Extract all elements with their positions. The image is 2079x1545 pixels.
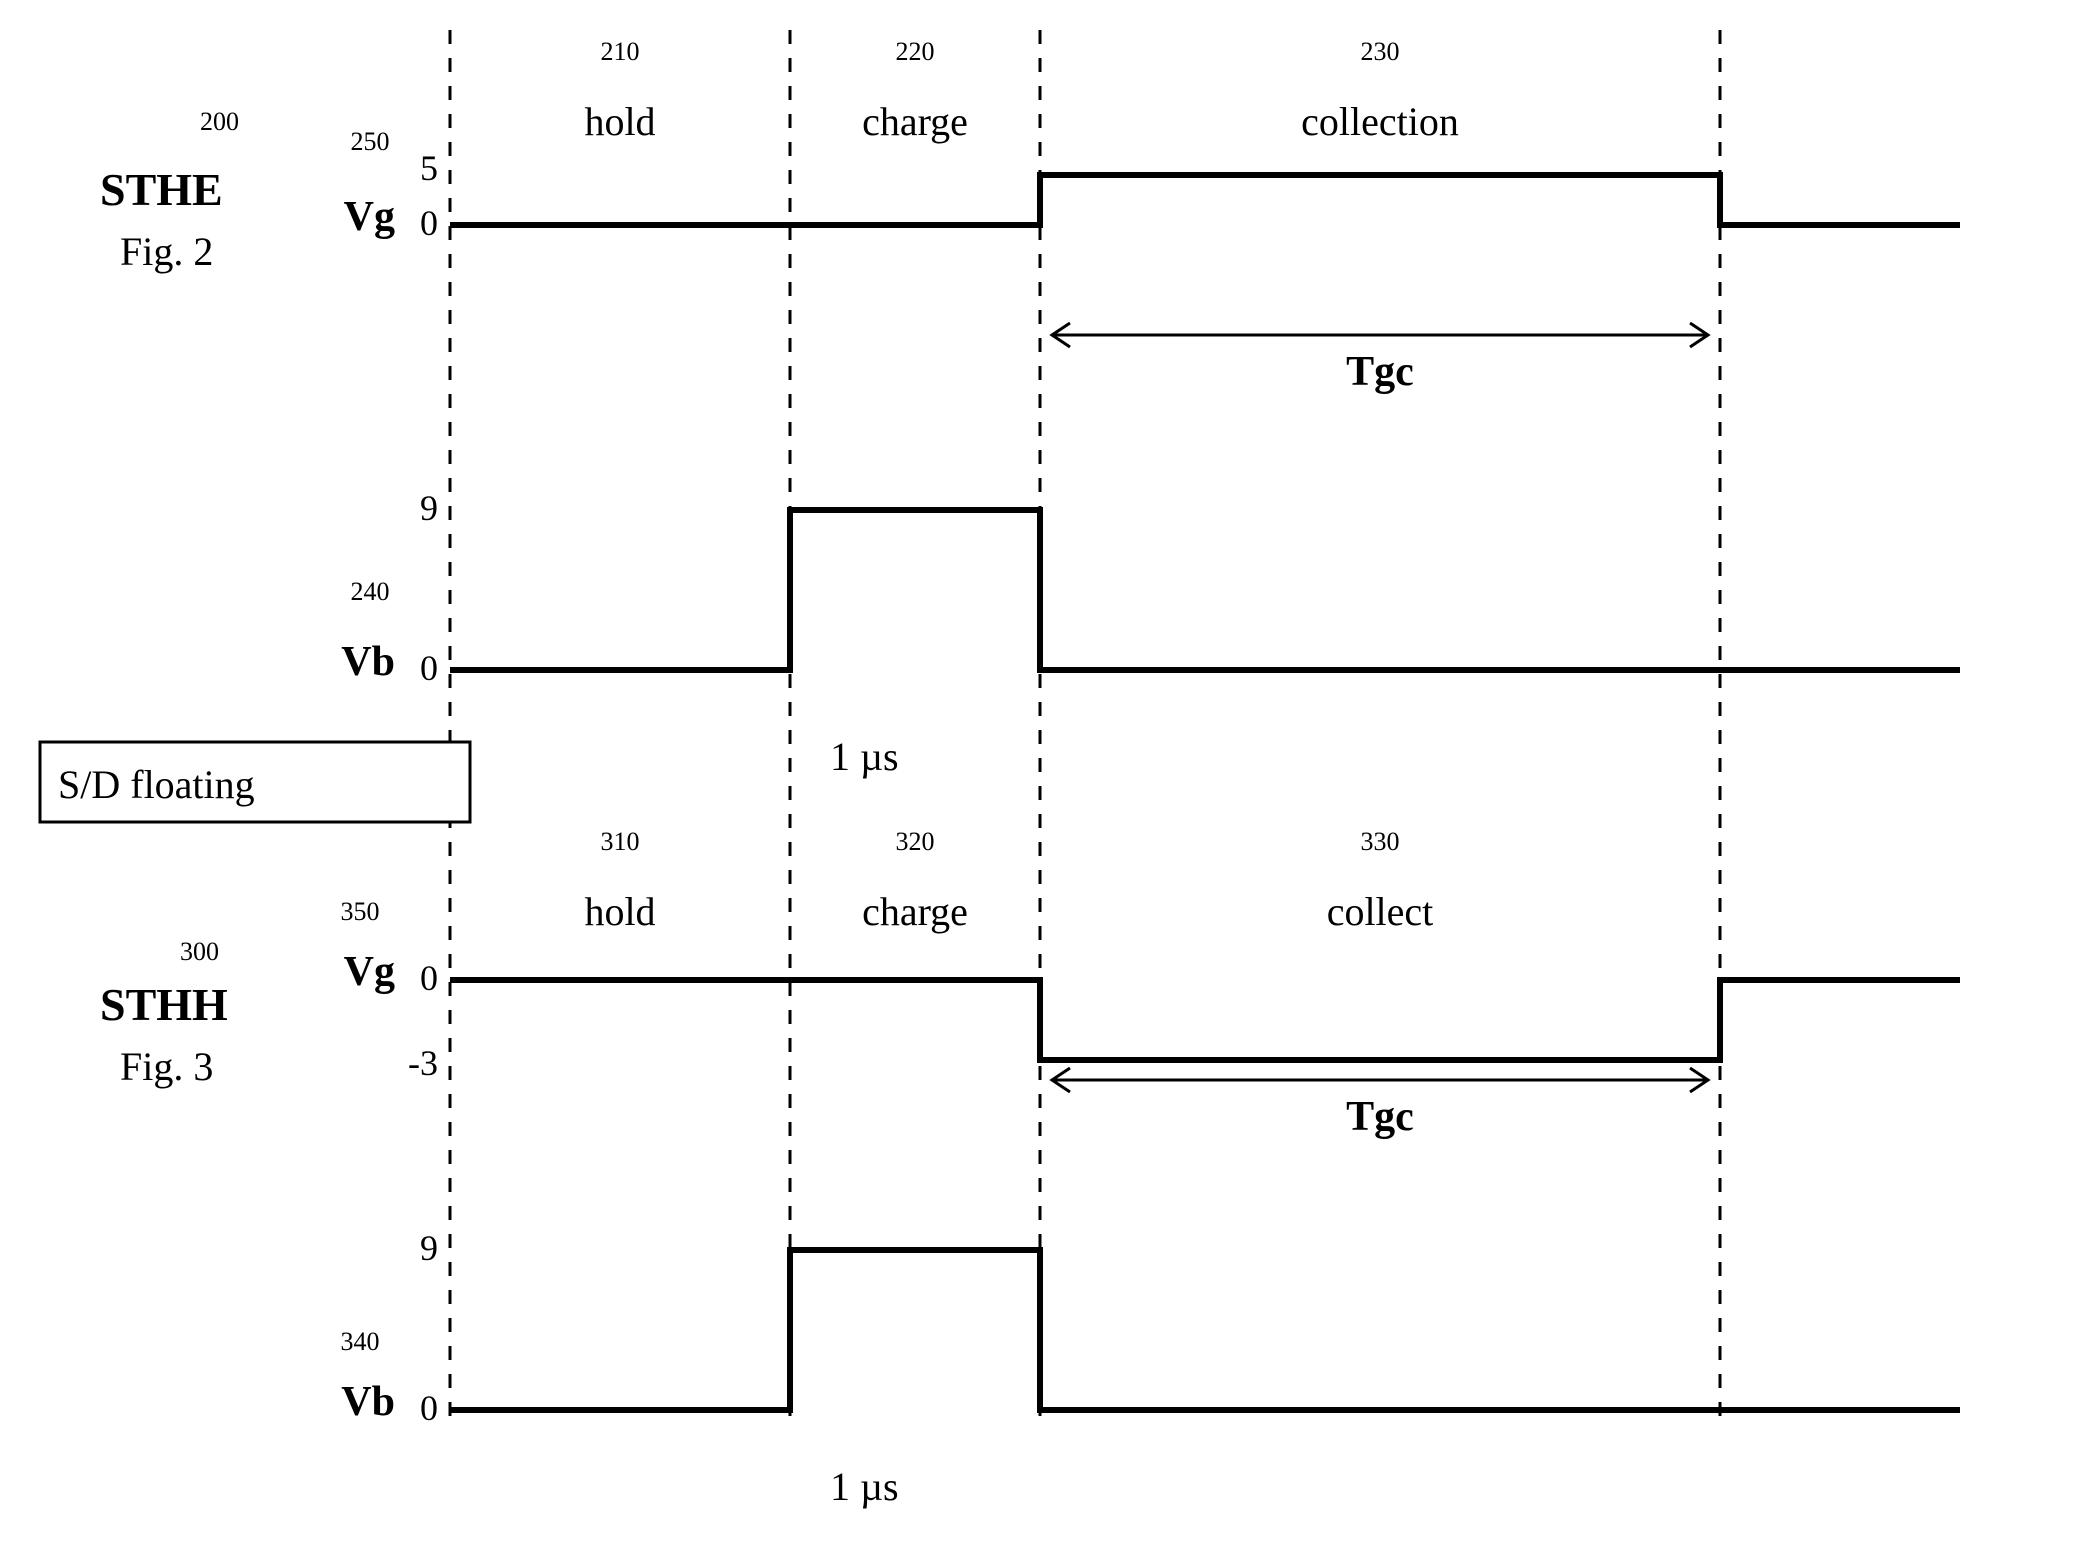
phase-ref: 320 (896, 827, 935, 856)
fig3-vg-tick: 0 (420, 958, 438, 998)
tgc-label: Tgc (1346, 1094, 1414, 1140)
fig2-vb-name: Vb (341, 639, 395, 685)
phase-label: charge (862, 99, 968, 144)
fig2-vg-name: Vg (344, 194, 395, 240)
phase-label: collection (1301, 99, 1459, 144)
fig2-vg-wave (450, 175, 1960, 225)
phase-ref: 210 (601, 37, 640, 66)
phase-ref: 310 (601, 827, 640, 856)
phase-ref: 220 (896, 37, 935, 66)
figure-title: STHH (100, 979, 228, 1030)
fig3-vg-ref: 350 (341, 897, 380, 926)
fig3-vb-ref: 340 (341, 1327, 380, 1356)
fig2-vb-tick: 9 (420, 488, 438, 528)
fig3-vb-name: Vb (341, 1379, 395, 1425)
fig2-vg-tick: 0 (420, 203, 438, 243)
phase-label: charge (862, 889, 968, 934)
fig3-vg-tick: -3 (408, 1043, 438, 1083)
phase-label: collect (1327, 889, 1434, 934)
figure-caption: Fig. 3 (120, 1044, 213, 1089)
phase-label: hold (584, 99, 655, 144)
fig2-vb-ref: 240 (351, 577, 390, 606)
fig2-vb-tick: 0 (420, 648, 438, 688)
pulse-width-label: 1 µs (830, 1464, 899, 1509)
fig3-vg-wave (450, 980, 1960, 1060)
fig3-vb-wave (450, 1250, 1960, 1410)
sd-floating-label: S/D floating (58, 762, 255, 807)
fig2-vg-tick: 5 (420, 148, 438, 188)
fig3-vb-tick: 0 (420, 1388, 438, 1428)
timing-diagram: 210 220 230 hold charge collection 200 STHE Fig.… (0, 0, 2079, 1545)
pulse-width-label: 1 µs (830, 734, 899, 779)
fig3-vb-tick: 9 (420, 1228, 438, 1268)
phase-label: hold (584, 889, 655, 934)
phase-ref: 230 (1361, 37, 1400, 66)
fig2-vb-wave (450, 510, 1960, 670)
figure-ref: 300 (180, 937, 219, 966)
phase-ref: 330 (1361, 827, 1400, 856)
figure-title: STHE (100, 164, 223, 215)
figure-caption: Fig. 2 (120, 229, 213, 274)
tgc-label: Tgc (1346, 349, 1414, 395)
fig3-vg-name: Vg (344, 949, 395, 995)
fig2-vg-ref: 250 (351, 127, 390, 156)
figure-ref: 200 (200, 107, 239, 136)
